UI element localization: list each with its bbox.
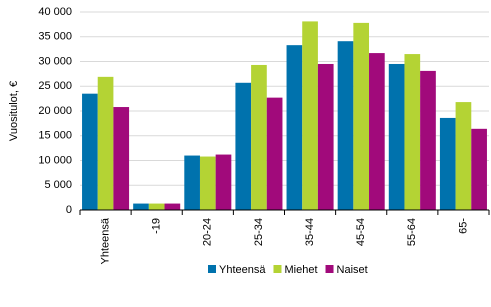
bar	[353, 22, 370, 210]
x-tick-label: 55-64	[406, 218, 418, 246]
bar	[82, 93, 98, 210]
legend-swatch	[325, 265, 334, 273]
legend-swatch	[208, 265, 216, 273]
bar	[388, 63, 405, 210]
bar	[302, 21, 318, 211]
bar	[235, 82, 252, 210]
bar	[286, 45, 303, 210]
y-tick-label: 10 000	[38, 154, 72, 166]
bar	[133, 203, 149, 210]
y-tick-label: 30 000	[38, 55, 72, 67]
y-tick-label: 35 000	[38, 31, 72, 43]
x-tick-label: 20-24	[202, 218, 214, 246]
y-tick-label: 20 000	[38, 105, 72, 117]
y-tick-label: 25 000	[38, 80, 72, 92]
y-tick-label: 15 000	[38, 130, 72, 142]
x-tick-label: 25-34	[253, 218, 265, 246]
x-tick-label: 45-54	[355, 218, 367, 246]
legend-label: Yhteensä	[219, 264, 266, 276]
x-tick-label: 65-	[457, 218, 469, 234]
x-tick-label: Yhteensä	[99, 217, 111, 264]
bar	[148, 203, 165, 210]
legend-label: Naiset	[337, 264, 368, 276]
legend-swatch	[273, 265, 282, 273]
bar	[439, 117, 456, 210]
bar	[404, 54, 421, 211]
bar	[337, 41, 354, 210]
bar	[369, 53, 385, 211]
bar	[164, 203, 181, 210]
bar	[420, 70, 436, 210]
bar	[113, 107, 130, 210]
bar	[455, 102, 472, 210]
y-tick-label: 5 000	[44, 179, 72, 191]
bar	[184, 155, 200, 210]
bar	[317, 63, 334, 210]
x-tick-label: -19	[151, 218, 163, 234]
bar	[199, 156, 216, 210]
bar	[251, 64, 267, 210]
y-axis-label: Vuositulot, €	[8, 81, 20, 141]
bar	[471, 128, 487, 210]
legend-label: Miehet	[284, 264, 317, 276]
bar	[215, 154, 232, 210]
bar	[97, 76, 114, 210]
y-tick-label: 40 000	[38, 6, 72, 18]
x-tick-label: 35-44	[304, 218, 316, 246]
bar	[266, 97, 283, 210]
y-tick-label: 0	[66, 204, 72, 216]
